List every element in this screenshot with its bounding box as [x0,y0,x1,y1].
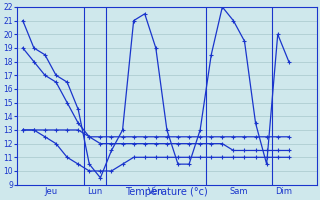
Text: Sam: Sam [230,187,248,196]
Text: Lun: Lun [87,187,102,196]
Text: Dim: Dim [275,187,292,196]
X-axis label: Température (°c): Température (°c) [125,186,208,197]
Text: Ven: Ven [148,187,164,196]
Text: Jeu: Jeu [44,187,57,196]
